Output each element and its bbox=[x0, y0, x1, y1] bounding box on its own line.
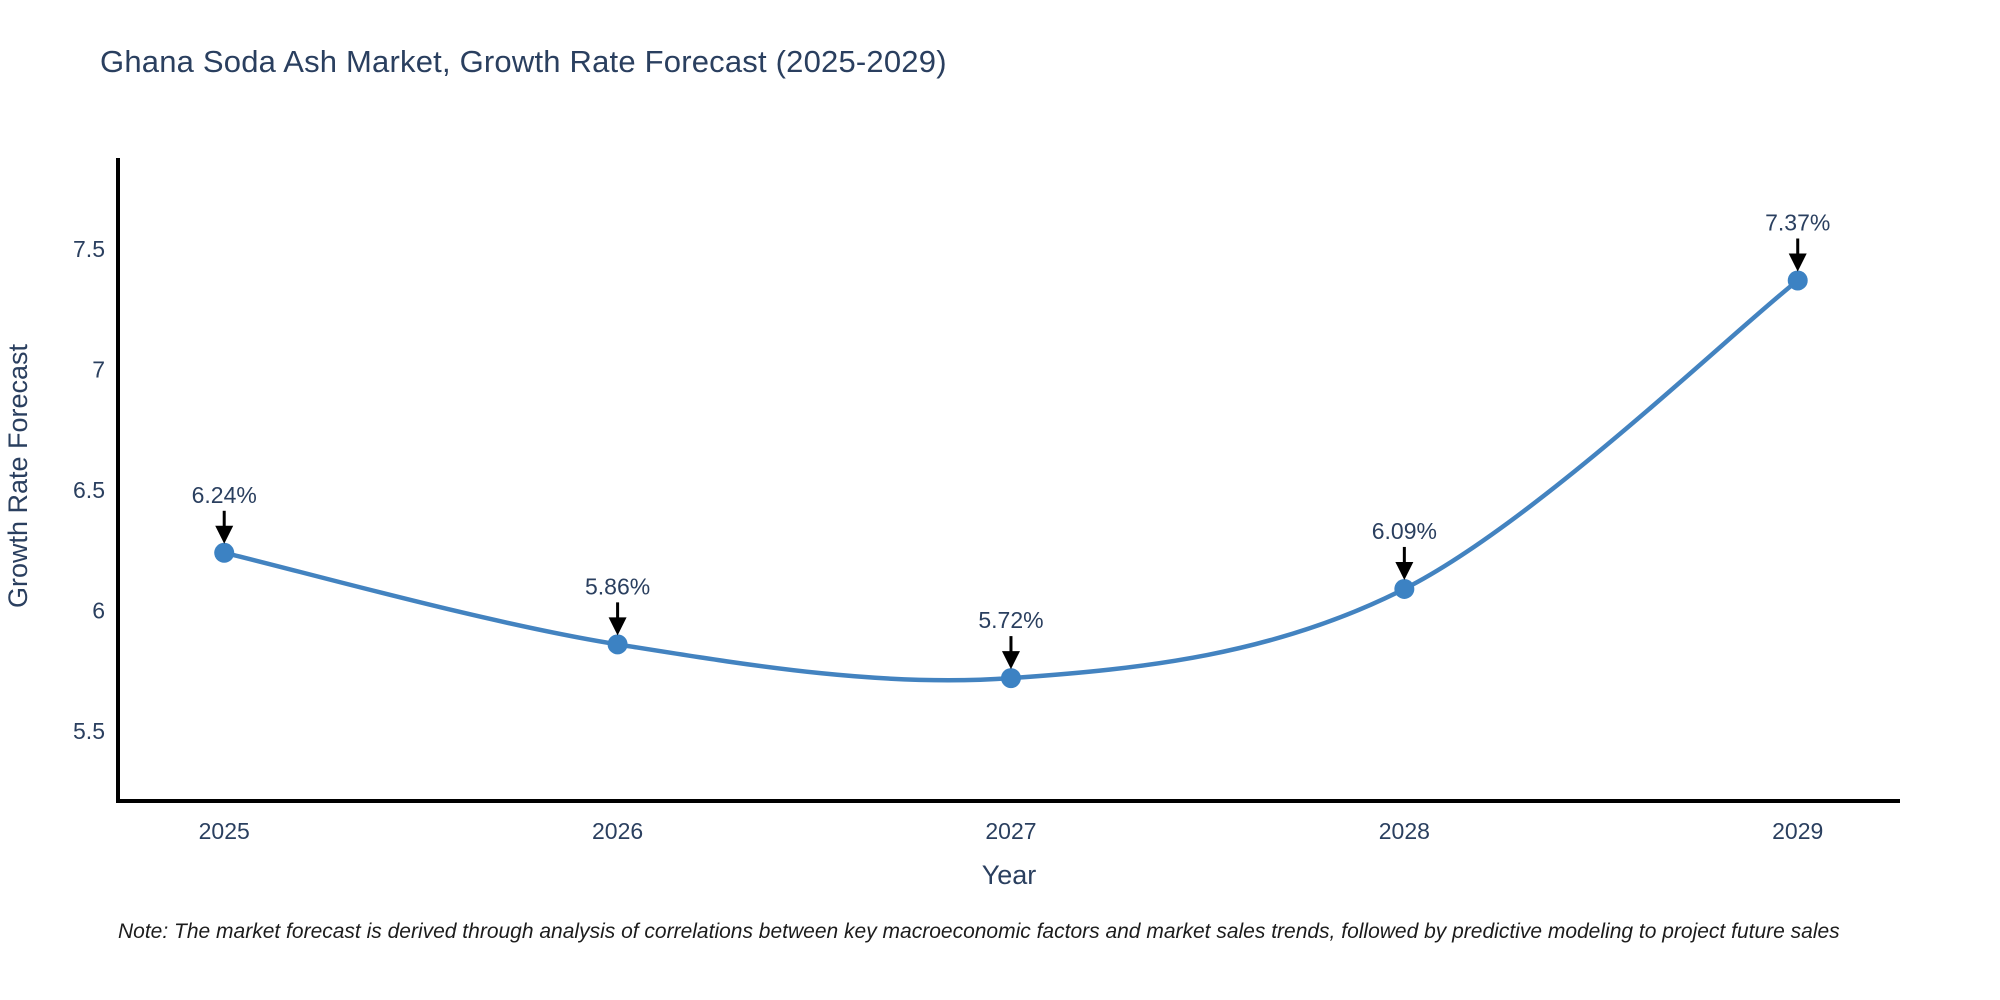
footnote: Note: The market forecast is derived thr… bbox=[118, 920, 1840, 943]
x-tick-label: 2029 bbox=[1772, 818, 1823, 844]
chart-title: Ghana Soda Ash Market, Growth Rate Forec… bbox=[100, 44, 947, 79]
point-annotation: 7.37% bbox=[1765, 209, 1830, 272]
point-annotation: 6.09% bbox=[1372, 518, 1437, 580]
point-value-label: 5.72% bbox=[978, 607, 1043, 633]
annotation-arrowhead-icon bbox=[1001, 651, 1020, 670]
point-annotations: 6.24% 5.86% 5.72% 6.09% 7.37% bbox=[192, 209, 1830, 670]
x-axis-ticks: 2025 2026 2027 2028 2029 bbox=[199, 818, 1824, 844]
y-axis-title: Growth Rate Forecast bbox=[3, 343, 33, 608]
y-tick-label: 7.5 bbox=[73, 236, 105, 262]
annotation-arrowhead-icon bbox=[608, 617, 627, 636]
point-annotation: 6.24% bbox=[192, 482, 257, 544]
y-tick-label: 6.5 bbox=[73, 477, 105, 503]
x-tick-label: 2028 bbox=[1379, 818, 1430, 844]
point-annotation: 5.86% bbox=[585, 573, 650, 636]
x-tick-label: 2027 bbox=[985, 818, 1036, 844]
y-tick-label: 6 bbox=[92, 598, 105, 624]
axes bbox=[116, 158, 1900, 803]
x-tick-label: 2025 bbox=[199, 818, 250, 844]
annotation-arrowhead-icon bbox=[1788, 253, 1807, 272]
annotation-arrowhead-icon bbox=[1395, 561, 1414, 580]
x-axis-title: Year bbox=[982, 860, 1037, 890]
data-point-marker[interactable] bbox=[607, 634, 628, 655]
data-point-marker[interactable] bbox=[1394, 578, 1415, 599]
y-axis-ticks: 5.5 6 6.5 7 7.5 bbox=[73, 236, 105, 744]
y-tick-label: 7 bbox=[92, 357, 105, 383]
y-tick-label: 5.5 bbox=[73, 718, 105, 744]
point-value-label: 6.24% bbox=[192, 482, 257, 508]
point-value-label: 5.86% bbox=[585, 573, 650, 599]
point-annotation: 5.72% bbox=[978, 607, 1044, 670]
data-point-marker[interactable] bbox=[1000, 668, 1021, 689]
data-point-marker[interactable] bbox=[214, 542, 235, 563]
x-tick-label: 2026 bbox=[592, 818, 643, 844]
point-value-label: 7.37% bbox=[1765, 209, 1830, 235]
data-point-marker[interactable] bbox=[1787, 270, 1808, 291]
point-value-label: 6.09% bbox=[1372, 518, 1437, 544]
annotation-arrowhead-icon bbox=[215, 525, 234, 544]
data-point-markers bbox=[214, 270, 1808, 689]
